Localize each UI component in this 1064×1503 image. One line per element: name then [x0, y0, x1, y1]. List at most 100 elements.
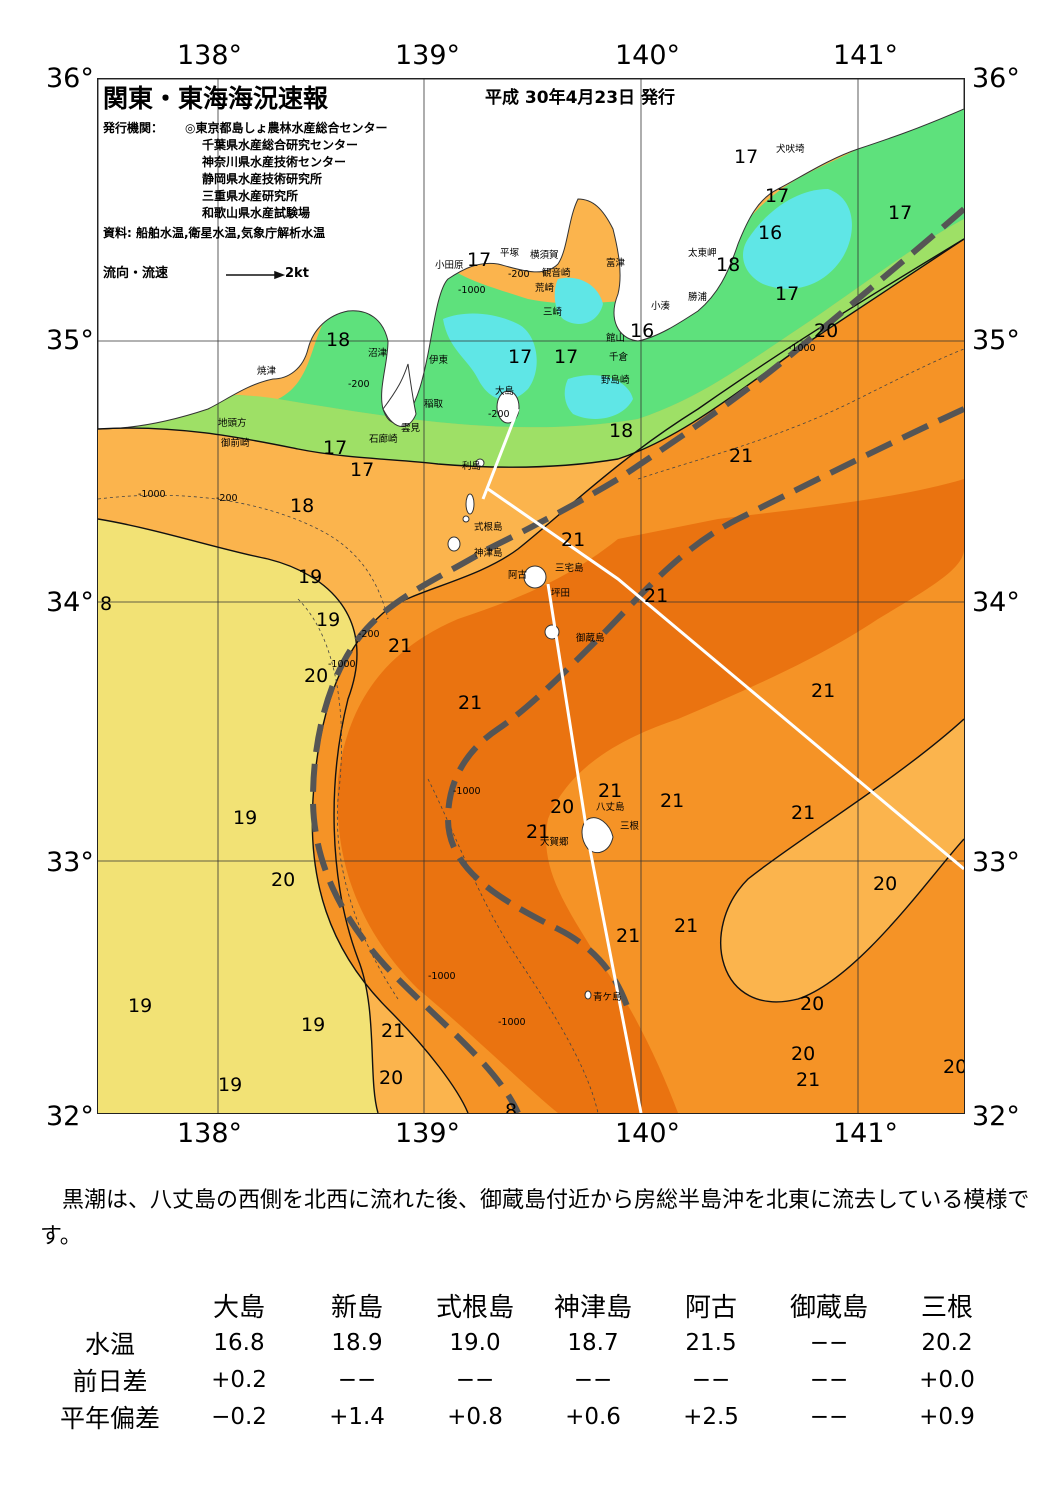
place-yaizu: 焼津	[257, 366, 277, 377]
depth-label: -1000	[458, 285, 486, 296]
place-misaki: 三崎	[543, 307, 563, 318]
legend-label: 流向・流速	[103, 266, 169, 281]
temp-label: 18	[290, 495, 315, 517]
lat-label-33-left: 33°	[46, 847, 94, 878]
lon-label-139-top: 139°	[395, 40, 461, 71]
temp-label: 18	[326, 329, 351, 351]
temp-label: 21	[811, 680, 836, 702]
lat-label-34-right: 34°	[972, 587, 1020, 618]
temp-label: 21	[674, 915, 699, 937]
place-omaezaki: 御前崎	[221, 438, 250, 449]
kuroshio-axis	[309, 206, 964, 1113]
lat-label-34-left: 34°	[46, 587, 94, 618]
island-miyakejima	[523, 565, 547, 589]
temp-label: 17	[765, 185, 790, 207]
temp-label: 20	[271, 869, 296, 891]
island-kozushima	[447, 536, 461, 552]
table-cell: +0.0	[919, 1366, 975, 1393]
lon-label-138-top: 138°	[177, 40, 243, 71]
island-aogashima	[584, 990, 592, 1000]
issue-date: 平成 30年4月23日 発行	[485, 88, 675, 108]
depth-label: -1000	[453, 786, 481, 797]
temp-label: 17	[350, 459, 375, 481]
table-cell: 20.2	[921, 1329, 973, 1356]
sst-band-16-boso-south	[564, 375, 633, 419]
place-hachijojima: 八丈島	[596, 802, 625, 813]
table-cell: 18.7	[567, 1329, 619, 1356]
temp-label: 17	[467, 249, 492, 271]
table-cell: −−	[809, 1403, 849, 1430]
temp-label: 21	[598, 780, 623, 802]
place-jitogata: 地頭方	[218, 418, 247, 429]
row-label-water-temp: 水温	[84, 1329, 135, 1359]
table-cell: −−	[809, 1366, 849, 1393]
island-oshima	[496, 390, 520, 424]
table-cell: −−	[337, 1366, 377, 1393]
temp-label: 17	[508, 346, 533, 368]
temp-label: 20	[873, 873, 898, 895]
island-shikinejima	[462, 515, 470, 523]
place-chikura: 千倉	[609, 352, 629, 363]
place-okago: 大賀郷	[540, 837, 569, 848]
place-miyakejima: 三宅島	[555, 563, 584, 574]
depth-label: -1000	[788, 343, 816, 354]
lon-label-139-bottom: 139°	[395, 1118, 461, 1149]
col-oshima: 大島	[212, 1293, 265, 1323]
place-taitomisaki: 太東岬	[688, 248, 717, 259]
table-row: 前日差 +0.2 −− −− −− −− −− +0.0	[40, 1361, 1006, 1398]
sst-band-16-sagami	[443, 313, 537, 400]
table-row: 平年偏差 −0.2 +1.4 +0.8 +0.6 +2.5 −− +0.9	[40, 1398, 1006, 1435]
sst-band-18	[98, 219, 964, 468]
lat-label-35-right: 35°	[972, 325, 1020, 356]
table-cell: −−	[809, 1329, 849, 1356]
table-header-row: 大島 新島 式根島 神津島 阿古 御蔵島 三根	[40, 1287, 1006, 1324]
temp-label: 17	[888, 202, 913, 224]
depth-label: -200	[216, 493, 238, 504]
table-cell: −−	[691, 1366, 731, 1393]
temp-label: 17	[775, 283, 800, 305]
temp-label: 20	[379, 1067, 404, 1089]
temp-label: 21	[729, 445, 754, 467]
land-honshu	[98, 79, 964, 430]
summary-text: 黒潮は、八丈島の西側を北西に流れた後、御蔵島付近から房総半島沖を北東に流去してい…	[40, 1188, 1030, 1249]
sea-surface-temperature-map[interactable]: 関東・東海海況速報 平成 30年4月23日 発行 発行機関： ◎東京都島しょ農林…	[97, 78, 965, 1114]
temp-label: 21	[458, 692, 483, 714]
place-toshima: 利島	[462, 461, 482, 472]
lat-label-32-right: 32°	[972, 1101, 1020, 1132]
temp-label: 17	[554, 346, 579, 368]
temp-label: 21	[616, 925, 641, 947]
place-hiratsuka: 平塚	[500, 248, 520, 259]
lon-label-140-top: 140°	[615, 40, 681, 71]
temp-label: 17	[323, 437, 348, 459]
lat-label-36-right: 36°	[972, 63, 1020, 94]
depth-label: -200	[488, 409, 510, 420]
sst-band-22	[337, 479, 964, 1113]
temp-label: 20	[791, 1043, 816, 1065]
place-inubozaki: 犬吠埼	[776, 144, 805, 155]
table-cell: +2.5	[683, 1403, 739, 1430]
place-kumomi: 雲見	[401, 423, 421, 434]
land-izu-peninsula	[382, 363, 417, 427]
temp-label: 16	[630, 320, 655, 342]
temp-label: 19	[298, 566, 323, 588]
place-kominato: 小湊	[651, 301, 671, 312]
col-ako: 阿古	[684, 1293, 737, 1323]
table-cell: +0.2	[211, 1366, 267, 1393]
place-ito: 伊東	[429, 355, 449, 366]
temp-label: 20	[304, 665, 329, 687]
place-futtsu: 富津	[606, 258, 626, 269]
temp-label: 20	[550, 796, 575, 818]
place-katsuura: 勝浦	[688, 292, 708, 303]
place-yokosuka: 横須賀	[530, 250, 559, 261]
temp-label: 21	[561, 529, 586, 551]
temp-label: 19	[316, 609, 341, 631]
island-observation-table: 大島 新島 式根島 神津島 阿古 御蔵島 三根 水温 16.8 18.9 19.…	[40, 1287, 1006, 1435]
ship-tracks	[481, 408, 964, 1113]
temp-label: 21	[660, 790, 685, 812]
data-sources: 資料: 船舶水温,衛星水温,気象庁解析水温	[103, 226, 326, 240]
depth-label: -200	[358, 629, 380, 640]
publisher-3: 神奈川県水産技術センター	[202, 155, 347, 169]
place-tateyama: 館山	[606, 333, 626, 344]
place-arasaki: 荒崎	[535, 283, 555, 294]
lon-label-141-bottom: 141°	[833, 1118, 899, 1149]
